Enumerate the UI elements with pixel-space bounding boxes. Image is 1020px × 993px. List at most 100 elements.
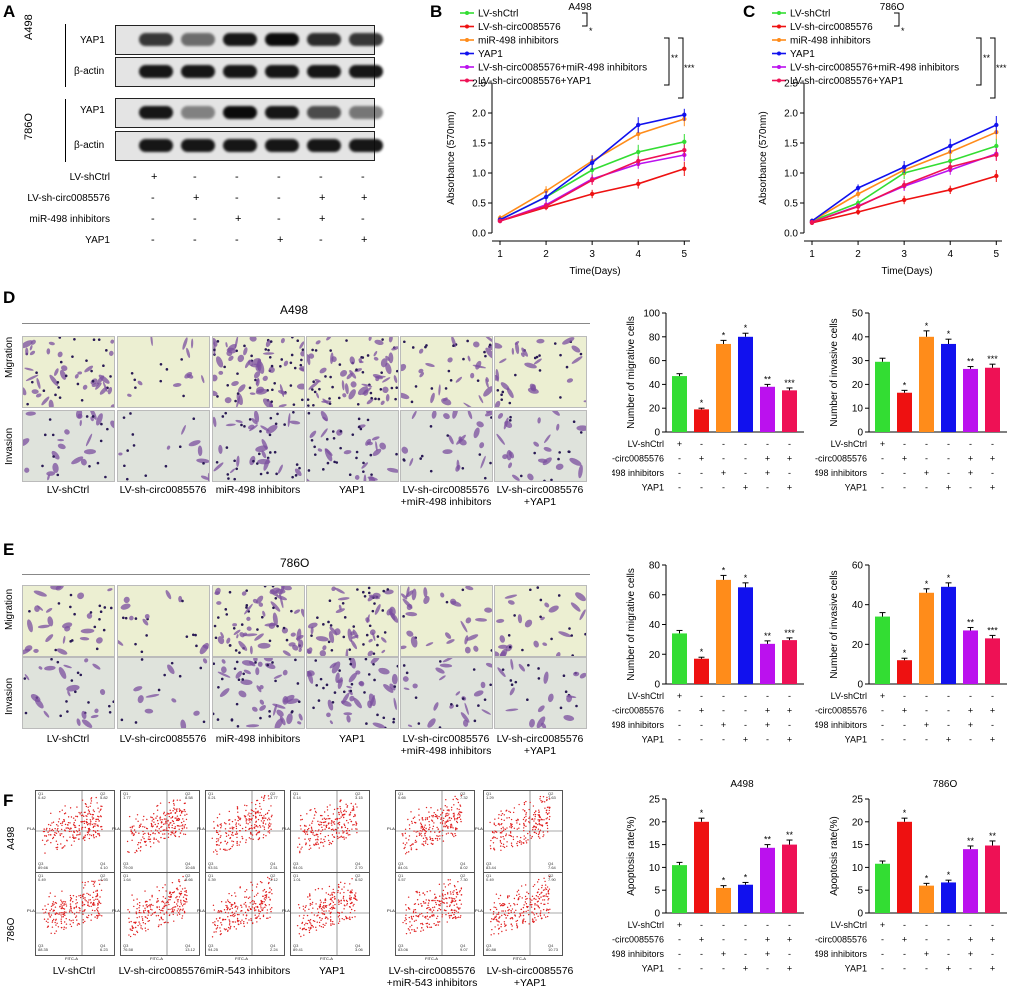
event-dot: [492, 842, 495, 844]
event-dot: [333, 907, 336, 910]
cell: [515, 341, 520, 355]
cell-nucleus: [74, 690, 77, 694]
event-dot: [425, 827, 427, 830]
event-dot: [261, 900, 264, 903]
event-dot: [299, 825, 302, 827]
event-dot: [309, 919, 312, 921]
event-dot: [263, 901, 265, 903]
event-dot: [253, 895, 256, 898]
cell-nucleus: [363, 691, 366, 694]
y-tick-label: 15: [852, 840, 864, 851]
quadrant-value: 76.58: [123, 947, 134, 952]
cell: [36, 377, 41, 390]
migration-image: [494, 585, 587, 657]
event-dot: [497, 928, 500, 930]
cell-nucleus: [550, 637, 553, 641]
invasion-image: [306, 657, 399, 729]
event-dot: [516, 919, 519, 922]
cell-nucleus: [328, 402, 332, 405]
event-dot: [415, 831, 417, 833]
event-dot: [522, 906, 525, 909]
event-dot: [67, 816, 70, 818]
cell-nucleus: [514, 373, 517, 377]
event-dot: [347, 822, 349, 824]
event-dot: [535, 822, 537, 824]
event-dot: [516, 891, 519, 893]
cell: [425, 642, 434, 647]
event-dot: [536, 901, 539, 903]
event-dot: [535, 919, 537, 921]
event-dot: [236, 833, 239, 835]
event-dot: [148, 836, 150, 838]
event-dot: [499, 832, 502, 834]
event-dot: [179, 809, 181, 812]
flow-plot: 0.49 Q1 4.93 Q2 88.35 Q3 6.23 Q4: [35, 872, 115, 956]
protein-band: [139, 139, 173, 152]
event-dot: [431, 828, 434, 830]
event-dot: [455, 829, 457, 831]
event-dot: [92, 830, 95, 832]
event-dot: [216, 831, 219, 834]
event-dot: [63, 912, 66, 915]
event-dot: [254, 803, 257, 806]
cell: [259, 705, 266, 711]
cell: [524, 619, 533, 628]
cell-nucleus: [108, 704, 111, 708]
event-dot: [332, 905, 334, 907]
event-dot: [98, 900, 100, 902]
event-dot: [156, 805, 158, 807]
event-dot: [498, 921, 500, 923]
event-dot: [157, 900, 160, 902]
event-dot: [236, 840, 238, 843]
cell-nucleus: [357, 417, 361, 421]
y-tick-label: 50: [852, 309, 864, 320]
event-dot: [306, 914, 309, 917]
cell: [238, 640, 248, 651]
event-dot: [267, 795, 270, 797]
event-dot: [229, 914, 232, 917]
event-dot: [233, 902, 236, 904]
event-dot: [136, 898, 138, 900]
event-dot: [349, 902, 352, 905]
event-dot: [509, 826, 511, 828]
data-point: [682, 139, 687, 144]
event-dot: [340, 812, 343, 814]
bar: [919, 885, 934, 913]
sample-caption: LV-sh-circ0085576: [119, 484, 207, 496]
sig-label: *: [744, 323, 748, 333]
event-dot: [72, 901, 74, 903]
event-dot: [176, 895, 178, 898]
cell-stain: [497, 658, 586, 728]
quadrant-label: Q4: [185, 861, 191, 866]
event-dot: [309, 904, 311, 906]
event-dot: [236, 908, 239, 910]
event-dot: [85, 803, 87, 806]
cell: [442, 658, 454, 663]
quadrant-value: 79.00: [123, 865, 134, 870]
event-dot: [449, 882, 451, 885]
event-dot: [301, 846, 303, 848]
event-dot: [78, 829, 80, 832]
event-dot: [436, 915, 439, 917]
y-tick-label: 0: [654, 909, 660, 920]
event-dot: [516, 820, 518, 822]
y-tick-label: 80: [649, 332, 661, 343]
event-dot: [89, 899, 92, 901]
event-dot: [153, 837, 155, 839]
legend-marker: [465, 78, 469, 83]
event-dot: [85, 820, 88, 823]
cell-nucleus: [213, 662, 216, 666]
data-point: [636, 158, 641, 164]
cell-nucleus: [335, 461, 339, 464]
event-dot: [432, 814, 435, 817]
cell-nucleus: [365, 633, 369, 637]
event-dot: [426, 907, 429, 909]
cell-stain: [401, 586, 492, 654]
condition-mark: -: [969, 483, 972, 493]
event-dot: [448, 897, 450, 899]
event-dot: [321, 814, 323, 817]
event-dot: [413, 920, 416, 922]
event-dot: [249, 902, 251, 904]
event-dot: [303, 924, 306, 926]
